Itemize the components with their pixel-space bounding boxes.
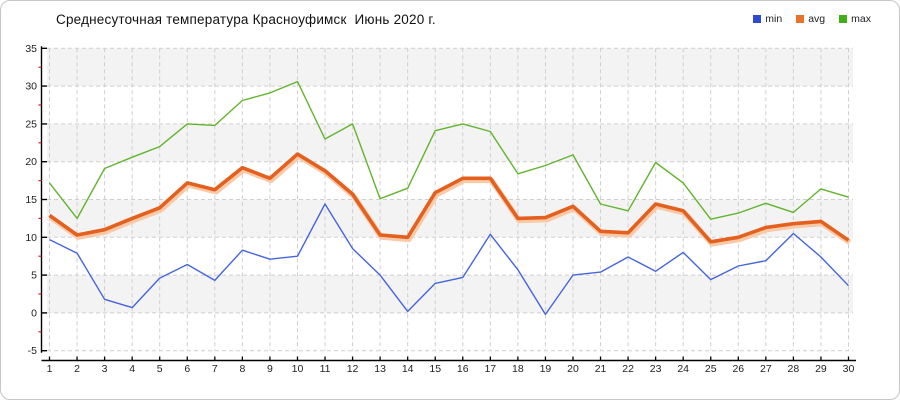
legend-item-avg[interactable]: avg	[796, 13, 825, 25]
x-tick-label: 10	[292, 363, 304, 375]
y-tick-label: 10	[25, 232, 37, 244]
x-tick-label: 18	[512, 363, 524, 375]
x-tick-label: 26	[732, 363, 744, 375]
y-tick-label: 15	[25, 194, 37, 206]
chart-title: Среднесуточная температура Красноуфимск …	[56, 12, 436, 27]
x-tick-label: 5	[157, 363, 163, 375]
series-line-max	[48, 80, 849, 220]
y-tick-label: 25	[25, 118, 37, 130]
legend-item-max[interactable]: max	[839, 13, 871, 25]
x-tick-label: 1	[47, 363, 53, 375]
plot-band	[47, 86, 853, 124]
plot-band	[47, 275, 853, 313]
plot-band	[47, 312, 853, 351]
series-line-min	[49, 203, 850, 316]
x-tick-label: 27	[760, 363, 772, 375]
y-tick-label: 35	[25, 43, 37, 55]
x-tick-label: 17	[484, 363, 496, 375]
plot-band	[47, 161, 853, 200]
x-tick-label: 13	[374, 363, 386, 375]
x-tick-label: 29	[815, 363, 827, 375]
x-tick-label: 25	[705, 363, 717, 375]
y-tick-label: -5	[28, 345, 37, 357]
legend-label-max: max	[851, 13, 871, 25]
x-tick-label: 7	[212, 363, 218, 375]
x-tick-label: 20	[567, 363, 579, 375]
legend-item-min[interactable]: min	[753, 13, 782, 25]
series-line-avg-glow	[49, 153, 852, 247]
x-tick-label: 15	[429, 363, 441, 375]
x-tick-label: 19	[540, 363, 552, 375]
legend-swatch-min	[753, 15, 762, 23]
x-tick-label: 28	[788, 363, 800, 375]
x-tick-label: 8	[239, 363, 245, 375]
x-tick-label: 6	[184, 363, 190, 375]
plot-band	[47, 199, 853, 238]
series-line-avg	[48, 152, 850, 244]
x-tick-label: 12	[347, 363, 359, 375]
x-tick-label: 3	[102, 363, 108, 375]
legend-swatch-max	[839, 15, 848, 23]
x-tick-label: 22	[622, 363, 634, 375]
x-tick-label: 2	[74, 363, 80, 375]
x-tick-label: 14	[402, 363, 414, 375]
x-tick-label: 4	[129, 363, 135, 375]
x-tick-label: 24	[677, 363, 689, 375]
y-tick-label: 20	[25, 156, 37, 168]
legend-label-avg: avg	[808, 13, 826, 25]
x-tick-label: 21	[595, 363, 607, 375]
x-tick-label: 9	[267, 363, 273, 375]
y-tick-label: 0	[31, 307, 37, 319]
x-tick-label: 23	[650, 363, 662, 375]
legend-swatch-avg	[796, 15, 805, 23]
x-tick-label: 16	[457, 363, 469, 375]
x-tick-label: 11	[320, 363, 331, 375]
legend: min avg max	[753, 13, 871, 25]
plot-band	[47, 48, 853, 87]
legend-label-min: min	[765, 13, 783, 25]
y-tick-label: 30	[25, 81, 37, 93]
y-tick-label: 5	[31, 270, 37, 282]
x-tick-label: 30	[843, 363, 855, 375]
plot-band	[47, 123, 853, 162]
